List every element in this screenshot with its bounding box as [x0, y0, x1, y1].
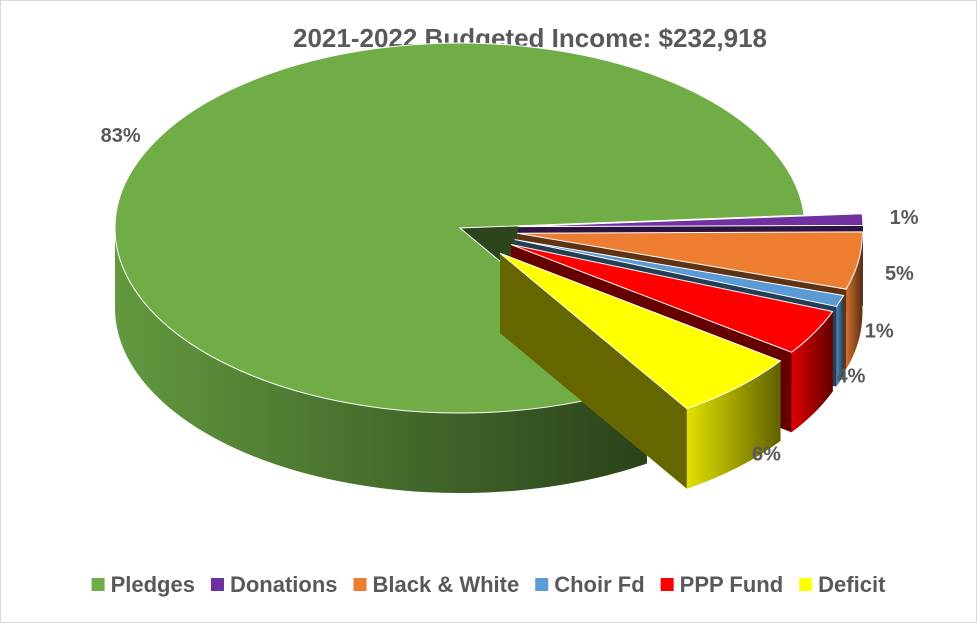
- slice: [510, 244, 834, 353]
- legend-swatch: [535, 578, 549, 591]
- slice-wall-shade: [836, 295, 844, 387]
- data-label: 4%: [836, 366, 865, 388]
- legend: Pledges Donations Black & White Choir Fd PPP…: [91, 572, 886, 597]
- legend-label: Deficit: [818, 572, 886, 597]
- slice: [517, 231, 863, 290]
- legend-swatch: [353, 578, 367, 591]
- slice: [114, 42, 805, 414]
- legend-swatch: [799, 578, 813, 591]
- legend-label: Black & White: [373, 572, 520, 597]
- slice: [499, 252, 782, 410]
- slice: [517, 213, 864, 228]
- slice-wall-shade: [846, 233, 863, 370]
- slice: [499, 252, 782, 489]
- slice-side-shade: [499, 253, 687, 489]
- data-label: 1%: [890, 207, 919, 229]
- data-label: 83%: [101, 125, 141, 147]
- data-label: 6%: [752, 444, 781, 466]
- legend-label: PPP Fund: [680, 572, 784, 597]
- data-label: 1%: [865, 321, 894, 343]
- legend-label: Donations: [230, 572, 338, 597]
- slice: [514, 239, 845, 308]
- legend-swatch: [210, 578, 224, 591]
- slice-wall-shade: [115, 228, 647, 493]
- slice-wall-shade: [791, 311, 833, 433]
- data-label: 5%: [885, 263, 914, 285]
- legend-label: Choir Fd: [554, 572, 644, 597]
- legend-swatch: [91, 578, 105, 591]
- slice-wall-shade: [686, 360, 781, 489]
- legend-label: Pledges: [111, 572, 195, 597]
- pie: [114, 42, 864, 493]
- legend-swatch: [660, 578, 674, 591]
